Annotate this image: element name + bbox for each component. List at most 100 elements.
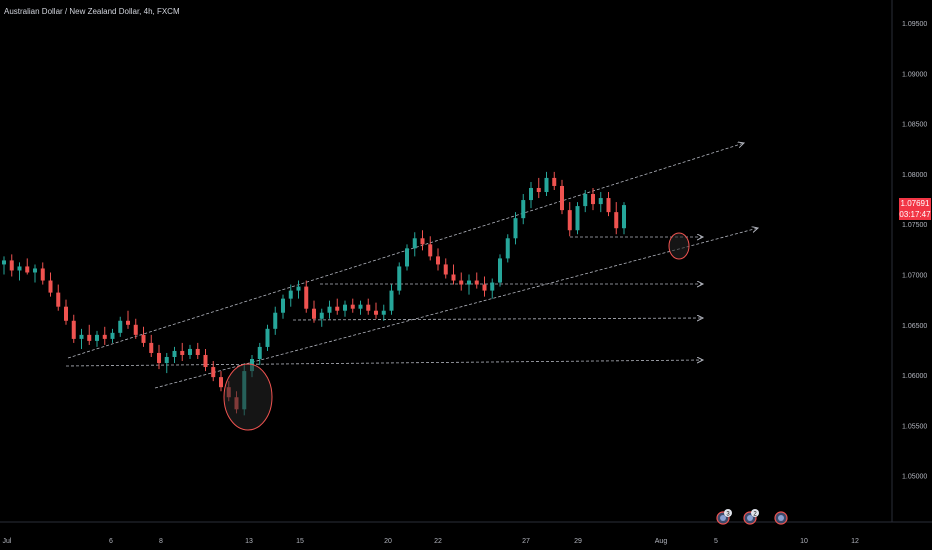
candle-body <box>304 286 309 309</box>
candle-body <box>544 177 549 193</box>
highlight-circle <box>223 363 273 431</box>
candle-body <box>56 292 61 307</box>
badge-count-bg <box>724 509 732 517</box>
dashed-line <box>67 143 744 359</box>
candle-body <box>288 290 293 299</box>
candle-body <box>598 198 603 205</box>
candle-body <box>490 282 495 291</box>
candle-body <box>567 210 572 231</box>
candle-body <box>17 266 22 271</box>
candle-body <box>281 298 285 313</box>
candle-body <box>203 354 208 368</box>
y-tick-label: 1.08500 <box>902 122 927 129</box>
x-tick-label: 20 <box>384 538 392 545</box>
candle-body <box>9 260 14 271</box>
candle-body <box>141 334 146 343</box>
candle-body <box>273 312 278 329</box>
badge-count: 2 <box>753 512 757 518</box>
time-axis: Jul 6 8 13 15 20 22 27 29 Aug 5 10 12 <box>3 538 859 545</box>
candle-body <box>149 342 154 353</box>
drawing-layer <box>65 143 758 389</box>
x-tick-label: 10 <box>800 538 808 545</box>
candle-body <box>513 218 518 239</box>
y-tick-label: 1.08000 <box>902 172 927 179</box>
candle-body <box>443 264 448 275</box>
candle-body <box>606 198 611 213</box>
candle-body <box>560 185 564 211</box>
x-tick-label: 12 <box>851 538 859 545</box>
candle-body <box>405 248 409 267</box>
candle-body <box>536 187 541 193</box>
candle-body <box>265 328 270 347</box>
candle-body <box>474 280 479 285</box>
candle-body <box>521 200 526 219</box>
y-tick-label: 1.09500 <box>902 21 927 28</box>
candle-body <box>591 194 595 205</box>
candle-body <box>25 266 30 273</box>
candle-body <box>64 306 68 321</box>
y-tick-label: 1.05500 <box>902 423 927 430</box>
candle-body <box>296 286 301 291</box>
x-tick-label: 27 <box>522 538 530 545</box>
x-tick-label: 5 <box>714 538 718 545</box>
event-icon-dot <box>720 515 726 521</box>
y-tick-label: 1.05000 <box>902 474 927 481</box>
x-tick-label: 22 <box>434 538 442 545</box>
annotation-circles <box>223 232 690 431</box>
candle-body <box>389 290 394 311</box>
candle-body <box>350 304 355 309</box>
candle-body <box>583 194 588 207</box>
candle-body <box>40 268 45 281</box>
candle-body <box>498 258 502 283</box>
candle-body <box>622 205 626 229</box>
candle-body <box>343 304 347 311</box>
x-tick-label: 29 <box>574 538 582 545</box>
candle-body <box>164 356 169 364</box>
y-tick-label: 1.07000 <box>902 273 927 280</box>
candle-body <box>102 334 107 339</box>
candle-body <box>482 284 487 291</box>
candle-body <box>172 350 177 357</box>
candle-body <box>451 274 456 281</box>
chart-title: Australian Dollar / New Zealand Dollar, … <box>4 7 180 16</box>
candle-body <box>335 306 340 311</box>
countdown-tag: 03:17:47 <box>899 209 931 220</box>
candle-body <box>575 206 580 231</box>
candle-body <box>48 280 53 293</box>
highlight-circle <box>668 232 690 260</box>
candle-body <box>319 312 324 319</box>
candle-body <box>312 308 316 319</box>
candle-body <box>133 324 138 335</box>
candle-body <box>374 310 378 315</box>
candle-body <box>2 260 6 265</box>
event-icon-dot <box>747 515 753 521</box>
candle-body <box>118 320 123 333</box>
candle-body <box>157 352 161 364</box>
candle-body <box>95 334 99 341</box>
candle-body <box>358 304 363 309</box>
event-icon-dot <box>778 515 784 521</box>
candle-body <box>180 350 185 355</box>
x-tick-label: 8 <box>159 538 163 545</box>
candle-body <box>366 304 371 311</box>
candle-body <box>459 280 464 285</box>
candle-body <box>211 367 216 378</box>
price-axis: 1.09500 1.09000 1.08500 1.08000 1.07500 1.070… <box>902 21 927 481</box>
candle-body <box>428 244 433 257</box>
last-price-tag: 1.07691 <box>899 198 931 209</box>
x-tick-label: 15 <box>296 538 304 545</box>
dashed-line <box>292 318 703 320</box>
candle-body <box>397 266 402 291</box>
y-tick-label: 1.06000 <box>902 373 927 380</box>
badge-count-bg <box>751 509 759 517</box>
candle-body <box>33 268 37 273</box>
candle-body <box>552 177 557 186</box>
candle-body <box>195 348 200 355</box>
candle-body <box>87 334 92 341</box>
candle-body <box>614 212 619 229</box>
candle-body <box>79 334 84 339</box>
x-tick-label: Aug <box>655 538 668 545</box>
